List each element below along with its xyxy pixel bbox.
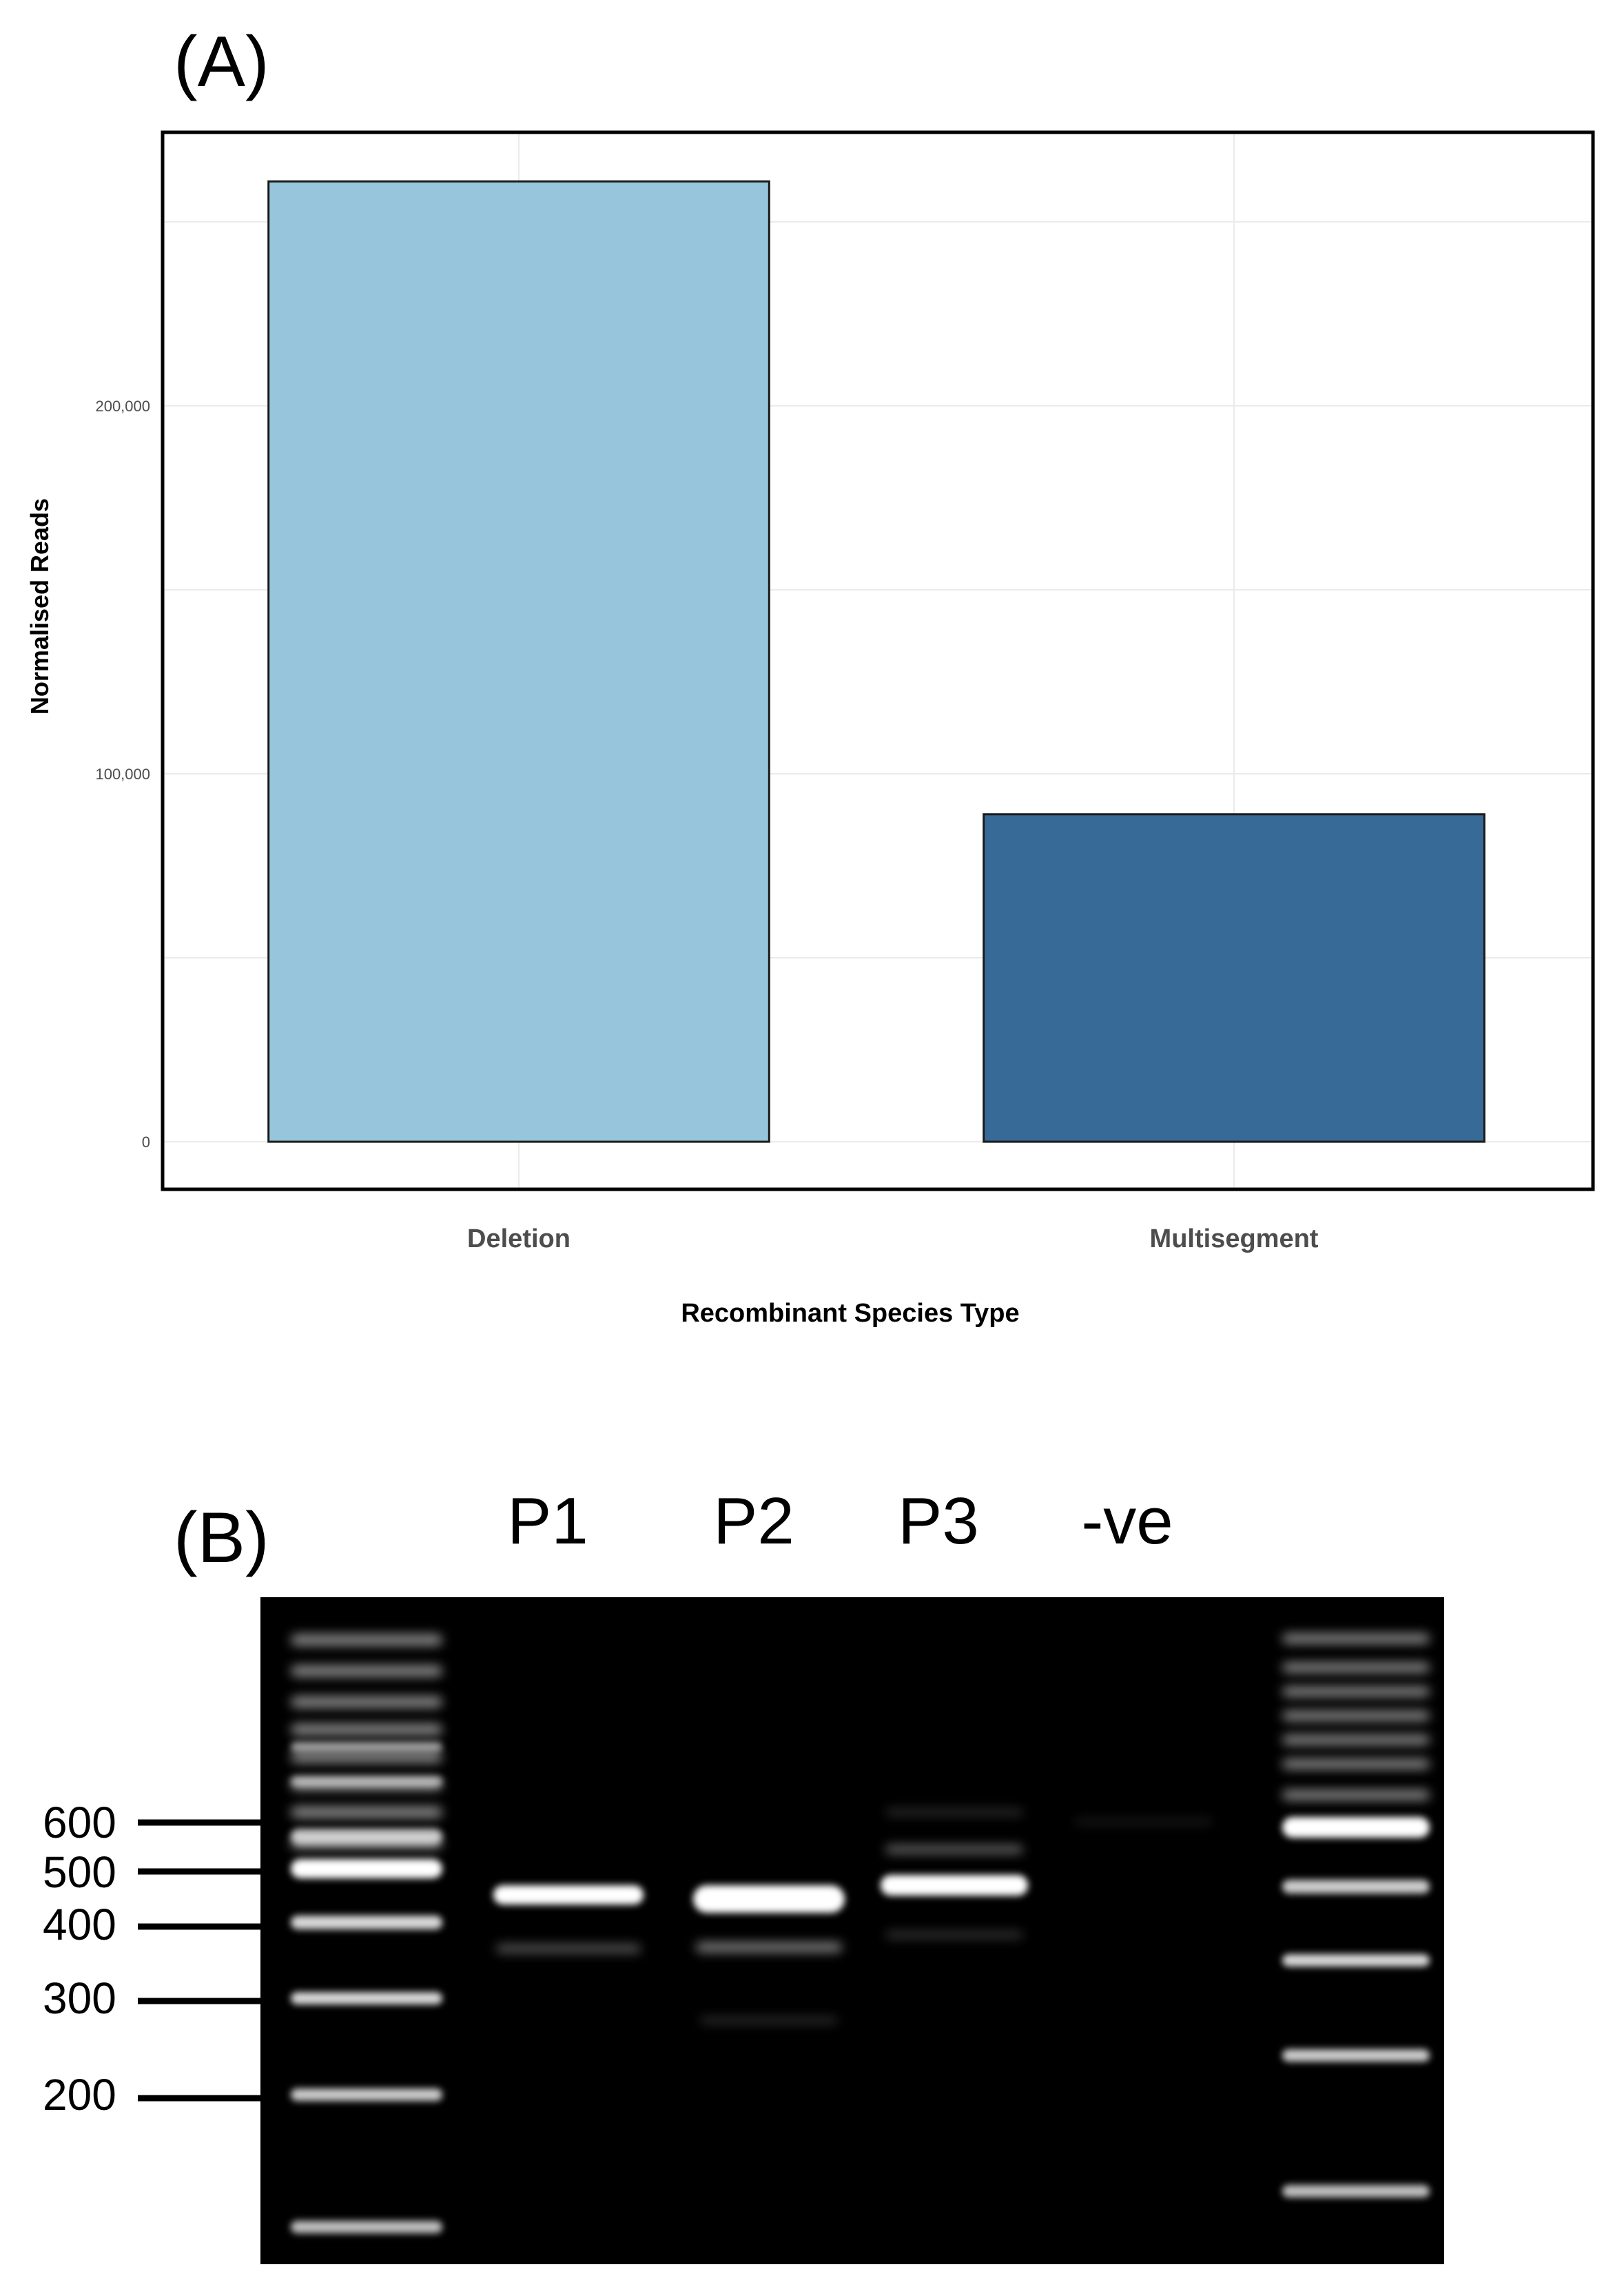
ladder-band: [291, 1752, 442, 1763]
lane-label-p2: P2: [713, 1484, 794, 1558]
ladder-band: [291, 1696, 442, 1707]
sample-band-p2: [693, 1885, 845, 1913]
bar-deletion: [267, 180, 770, 1143]
y-tick-label: 0: [142, 1133, 150, 1151]
sample-band-p3-faint: [885, 1845, 1023, 1854]
ladder-band: [1282, 1880, 1430, 1894]
x-tick-label: Multisegment: [1150, 1224, 1319, 1253]
ladder-band: [291, 1724, 442, 1735]
ladder-band: [1282, 1759, 1430, 1769]
ladder-band: [291, 1859, 442, 1878]
lane-label-p1: P1: [507, 1484, 588, 1558]
sample-band-p1: [493, 1885, 644, 1905]
ladder-band: [291, 2089, 442, 2101]
ladder-band: [291, 1742, 442, 1752]
y-tick-label: 100,000: [95, 766, 150, 783]
panel-b-label: (B): [174, 1498, 269, 1578]
chart-bars: [267, 180, 1486, 1143]
panel-a-label: (A): [174, 22, 269, 102]
marker-label-200: 200: [43, 2070, 116, 2120]
ladder-band: [1282, 1735, 1430, 1745]
marker-lines: [138, 1819, 260, 2102]
plot-frame: [161, 130, 1595, 1191]
ladder-band: [291, 1634, 442, 1645]
ladder-band: [1282, 1687, 1430, 1696]
marker-label-600: 600: [43, 1798, 116, 1847]
sample-band-p1-faint: [496, 1944, 641, 1953]
bar-chart: 0 100,000 200,000 Deletion Multisegment Nor…: [25, 130, 1595, 1328]
sample-band-p2-faint: [696, 1942, 842, 1952]
sample-band-p3-faint: [885, 1931, 1023, 1938]
y-tick-label: 200,000: [95, 398, 150, 415]
sample-band-p3: [881, 1875, 1028, 1896]
ladder-band: [291, 1807, 442, 1818]
y-axis-label: Normalised Reads: [25, 498, 54, 715]
x-axis-label: Recombinant Species Type: [681, 1299, 1019, 1328]
ladder-band: [291, 1829, 442, 1844]
gel-background: [260, 1597, 1444, 2264]
ladder-band: [1282, 1663, 1430, 1672]
ladder-band: [291, 1992, 442, 2004]
bar-multisegment: [983, 813, 1486, 1143]
gel-bands: [291, 1634, 1430, 2233]
ladder-band: [291, 1916, 442, 1929]
ladder-band: [1282, 2185, 1430, 2197]
lane-label-negative: -ve: [1081, 1484, 1173, 1558]
marker-label-400: 400: [43, 1900, 116, 1949]
ladder-band: [1282, 1817, 1430, 1838]
marker-label-300: 300: [43, 1973, 116, 2023]
x-tick-label: Deletion: [467, 1224, 571, 1253]
chart-y-ticks: 0 100,000 200,000: [95, 398, 150, 1151]
ladder-band: [291, 1776, 442, 1786]
ladder-band: [291, 1665, 442, 1676]
ladder-band: [1282, 1711, 1430, 1721]
sample-band-p3-faint: [885, 1809, 1023, 1816]
lane-label-p3: P3: [898, 1484, 979, 1558]
ladder-band: [1282, 1790, 1430, 1800]
sample-band-negative-faint: [1075, 1819, 1213, 1825]
sample-band-p2-faint: [700, 2017, 838, 2024]
marker-label-500: 500: [43, 1847, 116, 1897]
ladder-band: [1282, 1634, 1430, 1643]
ladder-band: [1282, 2049, 1430, 2062]
chart-x-ticks: Deletion Multisegment: [467, 1224, 1319, 1253]
ladder-band: [291, 2221, 442, 2233]
ladder-band: [1282, 1954, 1430, 1967]
